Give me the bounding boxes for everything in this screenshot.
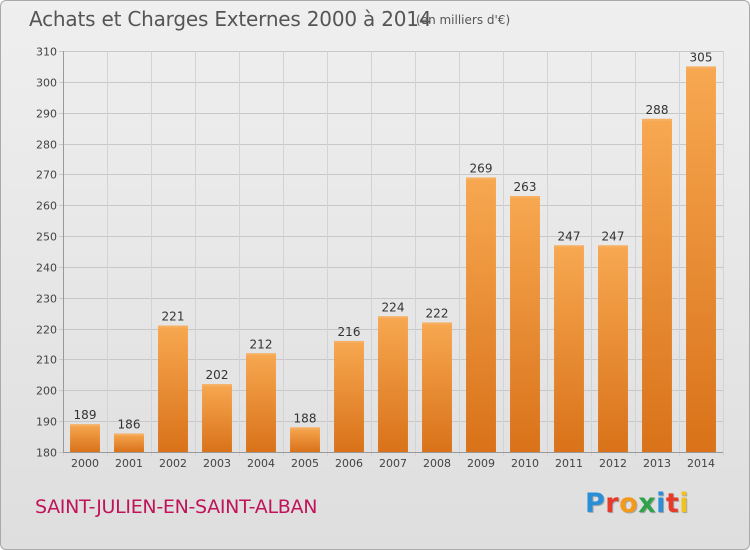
y-tick-label: 190 <box>36 416 57 429</box>
x-tick-label: 2014 <box>687 457 715 470</box>
data-labels: 189 186 221 202 212 188 216 224 222 269 263 247 247 2… <box>74 50 713 431</box>
y-tick-label: 200 <box>36 385 57 398</box>
bar-highlight <box>290 427 320 430</box>
bar <box>334 340 364 452</box>
y-tick-label: 280 <box>36 139 57 152</box>
x-tick-label: 2013 <box>643 457 671 470</box>
bar <box>466 177 496 452</box>
x-tick-label: 2010 <box>511 457 539 470</box>
data-label: 202 <box>206 368 229 382</box>
bar <box>378 316 408 452</box>
bar-highlight <box>554 245 584 248</box>
bar <box>554 245 584 452</box>
data-label: 216 <box>338 325 361 339</box>
chart-subtitle: (en milliers d'€) <box>416 13 511 27</box>
bar <box>598 245 628 452</box>
data-label: 305 <box>690 50 713 64</box>
bar <box>114 433 144 452</box>
y-tick-label: 230 <box>36 293 57 306</box>
data-label: 247 <box>602 229 625 243</box>
data-label: 269 <box>470 161 493 175</box>
bar <box>202 384 232 452</box>
bar <box>290 427 320 452</box>
y-tick-label: 300 <box>36 77 57 90</box>
x-tick-label: 2002 <box>159 457 187 470</box>
bar-highlight <box>510 195 540 198</box>
x-tick-label: 2003 <box>203 457 231 470</box>
x-tick-label: 2012 <box>599 457 627 470</box>
y-tick-label: 310 <box>36 46 57 59</box>
axes: 180 190 200 210 220 230 240 250 260 270 280 290 300 3… <box>36 46 723 470</box>
x-tick-label: 2004 <box>247 457 275 470</box>
y-tick-label: 250 <box>36 231 57 244</box>
bar-highlight <box>378 316 408 319</box>
bar-highlight <box>334 340 364 343</box>
bar-highlight <box>158 325 188 328</box>
data-label: 247 <box>558 229 581 243</box>
chart-title: Achats et Charges Externes 2000 à 2014 <box>29 7 432 31</box>
bar-highlight <box>246 353 276 356</box>
bar <box>158 325 188 452</box>
data-label: 221 <box>162 310 185 324</box>
bar <box>642 118 672 452</box>
y-tick-label: 240 <box>36 262 57 275</box>
x-tick-label: 2007 <box>379 457 407 470</box>
bar <box>510 195 540 452</box>
bar-highlight <box>202 384 232 387</box>
y-tick-label: 210 <box>36 354 57 367</box>
data-label: 189 <box>74 408 97 422</box>
x-tick-label: 2000 <box>71 457 99 470</box>
x-tick-label: 2005 <box>291 457 319 470</box>
y-tick-label: 260 <box>36 200 57 213</box>
bar-highlight <box>686 66 716 69</box>
data-label: 188 <box>294 411 317 425</box>
y-tick-label: 220 <box>36 324 57 337</box>
y-tick-label: 290 <box>36 108 57 121</box>
x-tick-label: 2006 <box>335 457 363 470</box>
x-tick-label: 2011 <box>555 457 583 470</box>
bars <box>70 66 716 452</box>
bar <box>422 322 452 452</box>
x-tick-label: 2001 <box>115 457 143 470</box>
data-label: 222 <box>426 306 449 320</box>
data-label: 186 <box>118 417 141 431</box>
bar-highlight <box>466 177 496 180</box>
bar-highlight <box>70 424 100 427</box>
x-tick-label: 2009 <box>467 457 495 470</box>
x-tick-label: 2008 <box>423 457 451 470</box>
proxiti-logo[interactable]: Proxiti <box>585 488 690 519</box>
bar <box>70 424 100 452</box>
data-label: 263 <box>514 180 537 194</box>
bar-highlight <box>598 245 628 248</box>
y-tick-label: 270 <box>36 169 57 182</box>
data-label: 288 <box>646 103 669 117</box>
commune-name: SAINT-JULIEN-EN-SAINT-ALBAN <box>35 496 318 518</box>
bar-highlight <box>114 433 144 436</box>
y-tick-label: 180 <box>36 447 57 460</box>
bar-highlight <box>422 322 452 325</box>
bar <box>686 66 716 452</box>
data-label: 224 <box>382 300 405 314</box>
bar <box>246 353 276 452</box>
bar-highlight <box>642 118 672 121</box>
data-label: 212 <box>250 337 273 351</box>
